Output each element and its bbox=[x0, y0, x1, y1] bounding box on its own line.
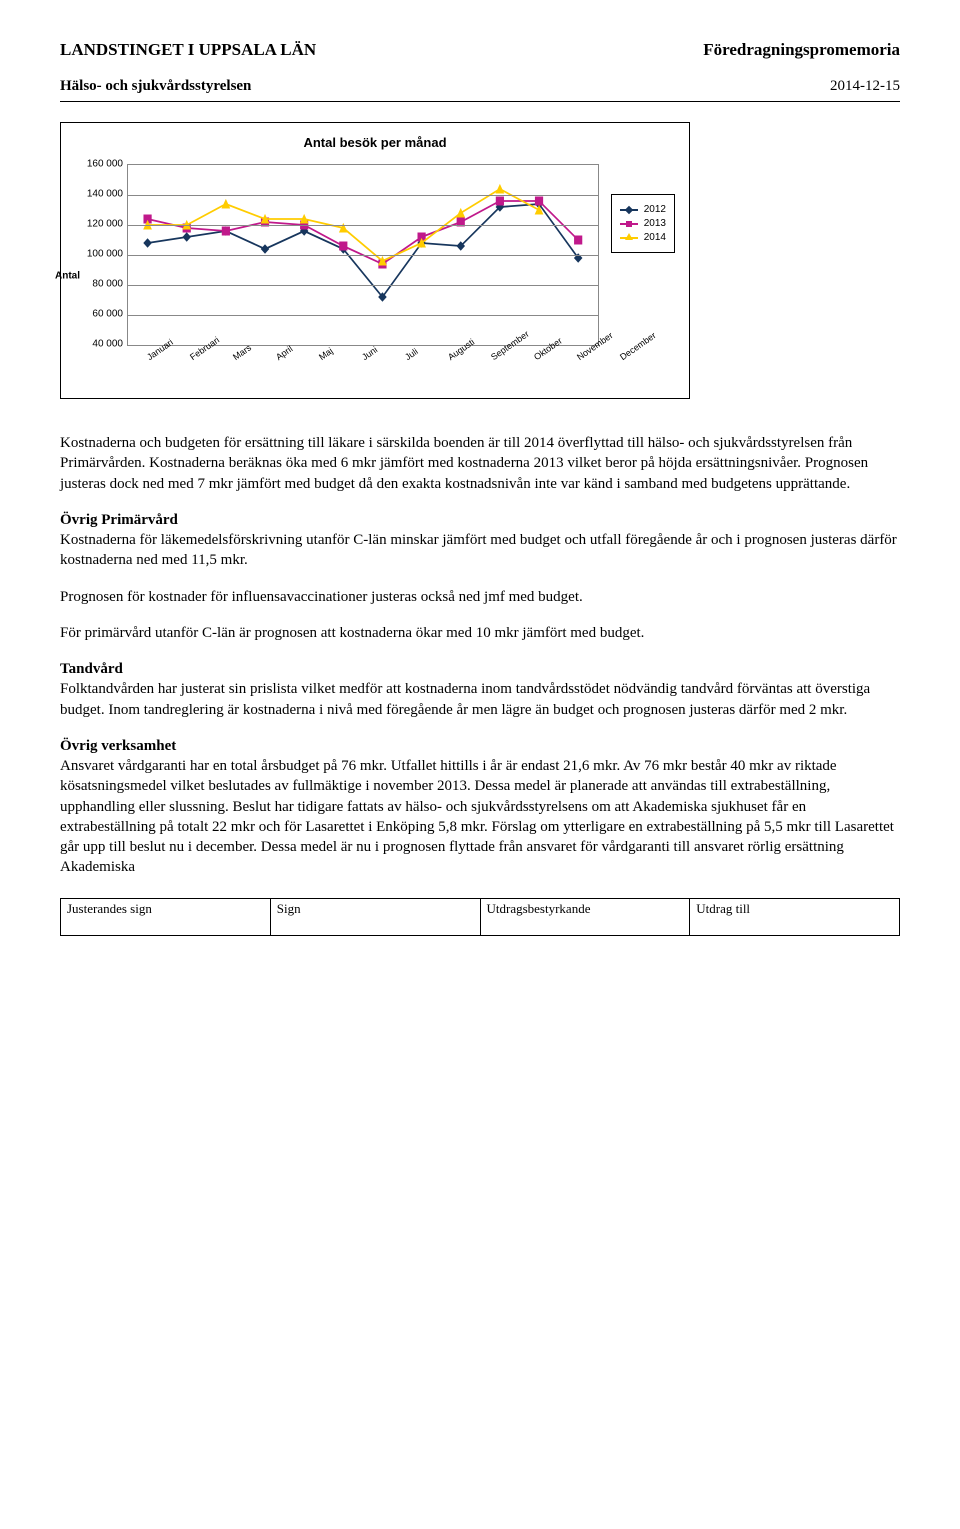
footer-cell-utdragtill: Utdrag till bbox=[690, 898, 900, 935]
paragraph-primarvard-clan: För primärvård utanför C-län är prognose… bbox=[60, 623, 900, 643]
paragraph-ovrig-primar-body: Kostnaderna för läkemedelsförskrivning u… bbox=[60, 532, 897, 568]
chart-ytick: 120 000 bbox=[87, 219, 123, 230]
doc-date: 2014-12-15 bbox=[830, 78, 900, 95]
chart-legend: 2012 2013 2014 bbox=[611, 194, 675, 253]
chart-plot-area bbox=[127, 164, 599, 346]
chart-xtick: Juni bbox=[360, 345, 379, 363]
chart-xtick: December bbox=[618, 330, 658, 362]
org-name: LANDSTINGET I UPPSALA LÄN bbox=[60, 40, 316, 60]
section-title-tandvard: Tandvård bbox=[60, 661, 123, 677]
doc-type: Föredragningspromemoria bbox=[703, 40, 900, 60]
footer-cell-sign: Sign bbox=[270, 898, 480, 935]
paragraph-tandvard-body: Folktandvården har justerat sin prislist… bbox=[60, 681, 870, 717]
section-title-ovrig-primar: Övrig Primärvård bbox=[60, 512, 178, 528]
chart-ytick: 40 000 bbox=[92, 339, 123, 350]
footer-cell-utdragsbestyrkande: Utdragsbestyrkande bbox=[480, 898, 690, 935]
paragraph-ovrig-verksamhet-body: Ansvaret vårdgaranti har en total årsbud… bbox=[60, 758, 894, 875]
header-divider bbox=[60, 101, 900, 102]
paragraph-tandvard: Tandvård Folktandvården har justerat sin… bbox=[60, 659, 900, 720]
board-name: Hälso- och sjukvårdsstyrelsen bbox=[60, 78, 251, 95]
chart-ytick: 160 000 bbox=[87, 159, 123, 170]
section-title-ovrig-verksamhet: Övrig verksamhet bbox=[60, 738, 176, 754]
chart-ytick: 140 000 bbox=[87, 189, 123, 200]
chart-ytick: 80 000 bbox=[92, 279, 123, 290]
chart-ytick: 60 000 bbox=[92, 309, 123, 320]
chart-xtick: Juli bbox=[403, 346, 420, 362]
paragraph-ovrig-primar: Övrig Primärvård Kostnaderna för läkemed… bbox=[60, 510, 900, 571]
chart-x-axis: JanuariFebruariMarsAprilMajJuniJuliAugus… bbox=[127, 346, 599, 388]
legend-item: 2012 bbox=[620, 204, 666, 215]
visits-chart: Antal besök per månad Antal 40 00060 000… bbox=[60, 122, 690, 399]
footer-sign-table: Justerandes sign Sign Utdragsbestyrkande… bbox=[60, 898, 900, 936]
chart-xtick: Maj bbox=[317, 346, 335, 363]
chart-ytick: 100 000 bbox=[87, 249, 123, 260]
paragraph-ovrig-verksamhet: Övrig verksamhet Ansvaret vårdgaranti ha… bbox=[60, 736, 900, 878]
legend-item: 2013 bbox=[620, 218, 666, 229]
paragraph-cost-budget: Kostnaderna och budgeten för ersättning … bbox=[60, 433, 900, 494]
chart-y-axis: 40 00060 00080 000100 000120 000140 0001… bbox=[75, 164, 127, 344]
paragraph-influensa: Prognosen för kostnader för influensavac… bbox=[60, 587, 900, 607]
chart-title: Antal besök per månad bbox=[75, 135, 675, 150]
footer-cell-justerandes: Justerandes sign bbox=[61, 898, 271, 935]
legend-item: 2014 bbox=[620, 232, 666, 243]
chart-xtick: Mars bbox=[231, 343, 253, 363]
chart-xtick: April bbox=[274, 344, 294, 363]
